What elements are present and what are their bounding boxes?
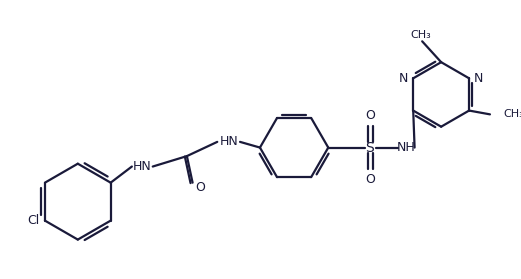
Text: N: N: [474, 72, 483, 85]
Text: S: S: [366, 141, 375, 155]
Text: N: N: [399, 72, 408, 85]
Text: Cl: Cl: [27, 214, 39, 227]
Text: CH₃: CH₃: [503, 109, 521, 119]
Text: O: O: [195, 181, 205, 194]
Text: HN: HN: [133, 160, 152, 173]
Text: NH: NH: [396, 141, 415, 154]
Text: CH₃: CH₃: [410, 30, 431, 40]
Text: O: O: [365, 109, 375, 122]
Text: O: O: [365, 173, 375, 186]
Text: HN: HN: [219, 135, 238, 148]
